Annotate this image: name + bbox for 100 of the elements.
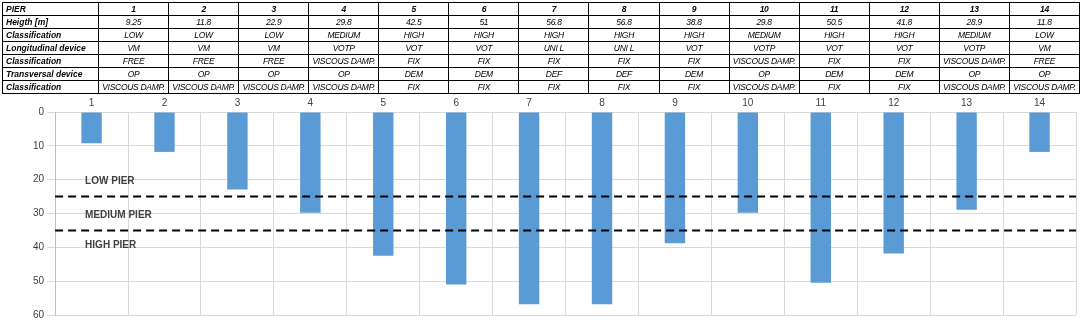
bar bbox=[300, 112, 321, 213]
text: FIX bbox=[869, 80, 940, 94]
bar bbox=[956, 112, 977, 210]
y-tick-label: 60 bbox=[33, 308, 45, 320]
category-label: 3 bbox=[271, 4, 276, 14]
text: FIX bbox=[588, 54, 659, 68]
text: 56.8 bbox=[588, 15, 659, 29]
text: VISCOUS DAMP. bbox=[729, 54, 800, 68]
text: 29.8 bbox=[308, 15, 379, 29]
y-tick-label: 40 bbox=[33, 241, 45, 253]
text: VM bbox=[238, 41, 309, 55]
text: HIGH bbox=[869, 28, 940, 42]
text: MEDIUM bbox=[729, 28, 800, 42]
text: FREE bbox=[1009, 54, 1080, 68]
text: DEM bbox=[448, 67, 519, 81]
text: VM bbox=[98, 41, 169, 55]
x-tick-label: 6 bbox=[453, 96, 460, 108]
text: FIX bbox=[588, 80, 659, 94]
category-label: 8 bbox=[621, 4, 627, 14]
category-label: 1 bbox=[131, 4, 136, 14]
x-tick-label: 14 bbox=[1033, 96, 1046, 108]
text: OP bbox=[98, 67, 169, 81]
category-label: 4 bbox=[341, 4, 346, 14]
category-label: 10 bbox=[759, 4, 769, 14]
y-tick-label: 10 bbox=[33, 139, 45, 151]
bar bbox=[591, 112, 613, 305]
text: OP bbox=[168, 67, 239, 81]
text: VISCOUS DAMP. bbox=[1009, 80, 1080, 94]
x-tick-label: 2 bbox=[161, 96, 168, 108]
text: VISCOUS DAMP. bbox=[98, 80, 169, 94]
x-tick-label: 13 bbox=[961, 96, 973, 108]
text: 9.25 bbox=[98, 15, 169, 29]
category-label: 13 bbox=[969, 4, 979, 14]
text: 50.5 bbox=[799, 15, 870, 29]
x-tick-label: 5 bbox=[380, 96, 387, 108]
text: VOTP bbox=[308, 41, 379, 55]
text: Classification bbox=[2, 28, 99, 42]
text: DEM bbox=[799, 67, 870, 81]
text: Heigth [m] bbox=[2, 15, 99, 29]
x-tick-label: 7 bbox=[526, 96, 533, 108]
text: VISCOUS DAMP. bbox=[729, 80, 800, 94]
bar bbox=[737, 112, 759, 213]
text: VOT bbox=[659, 41, 730, 55]
text: VOT bbox=[799, 41, 870, 55]
text: 22.9 bbox=[238, 15, 309, 29]
text: HIGH bbox=[588, 28, 659, 42]
category-label: 14 bbox=[1039, 4, 1049, 14]
text: DEM bbox=[378, 67, 449, 81]
y-tick-label: 20 bbox=[33, 173, 45, 185]
bar bbox=[154, 112, 175, 152]
text: FIX bbox=[518, 54, 589, 68]
text: OP bbox=[238, 67, 309, 81]
text: UNI L bbox=[518, 41, 589, 55]
text: 51 bbox=[448, 15, 519, 29]
annotation: HIGH PIER bbox=[85, 239, 138, 251]
bar bbox=[81, 112, 102, 144]
x-tick-label: 12 bbox=[888, 96, 900, 108]
text: FREE bbox=[168, 54, 239, 68]
text: FIX bbox=[518, 80, 589, 94]
text: 28.9 bbox=[939, 15, 1010, 29]
text: FREE bbox=[238, 54, 309, 68]
text: VM bbox=[1009, 41, 1080, 55]
y-tick-label: 30 bbox=[33, 207, 45, 219]
category-label: 9 bbox=[691, 4, 697, 14]
text: FREE bbox=[98, 54, 169, 68]
bar bbox=[373, 112, 394, 256]
text: HIGH bbox=[518, 28, 589, 42]
text: FIX bbox=[448, 54, 519, 68]
x-tick-label: 11 bbox=[815, 96, 827, 108]
text: VOT bbox=[869, 41, 940, 55]
text: FIX bbox=[378, 80, 449, 94]
text: MEDIUM bbox=[939, 28, 1010, 42]
text: OP bbox=[939, 67, 1010, 81]
text: Classification bbox=[2, 80, 99, 94]
text: MEDIUM bbox=[308, 28, 379, 42]
x-tick-label: 4 bbox=[307, 96, 314, 108]
text: HIGH bbox=[799, 28, 870, 42]
text: 11.8 bbox=[1009, 15, 1080, 29]
text: HIGH bbox=[448, 28, 519, 42]
text: VOT bbox=[448, 41, 519, 55]
bar bbox=[664, 112, 686, 244]
text: PIER bbox=[2, 2, 99, 16]
text: FIX bbox=[869, 54, 940, 68]
text: 38.8 bbox=[659, 15, 730, 29]
bar bbox=[883, 112, 904, 254]
text: FIX bbox=[799, 80, 870, 94]
text: LOW bbox=[238, 28, 309, 42]
text: FIX bbox=[799, 54, 870, 68]
annotation: MEDIUM PIER bbox=[85, 209, 153, 221]
text: LOW bbox=[168, 28, 239, 42]
x-tick-label: 10 bbox=[742, 96, 754, 108]
text: FIX bbox=[448, 80, 519, 94]
text: VM bbox=[168, 41, 239, 55]
text: VISCOUS DAMP. bbox=[308, 80, 379, 94]
bar bbox=[810, 112, 831, 283]
text: DEF bbox=[518, 67, 589, 81]
text: 56.8 bbox=[518, 15, 589, 29]
text: VOTP bbox=[939, 41, 1010, 55]
text: LOW bbox=[98, 28, 169, 42]
text: FIX bbox=[659, 80, 730, 94]
